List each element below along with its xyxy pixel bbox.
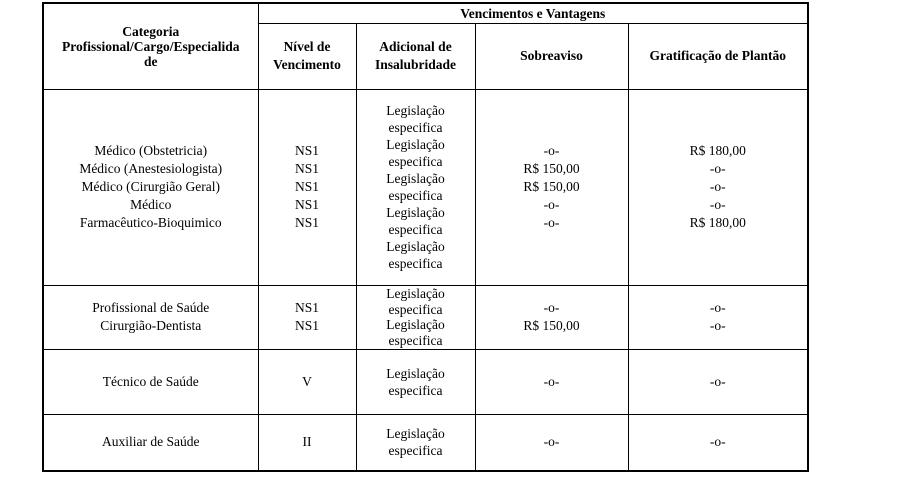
nivel-cell: NS1 NS1 NS1 NS1 NS1	[257, 88, 357, 286]
adicional-item: Legislação especifica	[386, 103, 445, 135]
nivel-item: NS1	[294, 143, 319, 158]
gratificacao-cell: -o-	[627, 413, 809, 472]
gratificacao-item: -o-	[709, 373, 726, 389]
category-item: Farmacêutico-Bioquimico	[79, 215, 222, 230]
category-cell: Auxiliar de Saúde	[42, 413, 259, 472]
gratificacao-cell: R$ 180,00 -o- -o- -o- R$ 180,00	[627, 88, 809, 286]
gratificacao-item: -o-	[709, 161, 726, 176]
adicional-item: Legislação especifica	[386, 426, 445, 459]
sobreaviso-cell: -o- R$ 150,00	[474, 284, 629, 350]
gratificacao-item: R$ 180,00	[689, 143, 746, 158]
adicional-item: Legislação especifica	[386, 239, 445, 271]
sobreaviso-cell: -o- R$ 150,00 R$ 150,00 -o- -o-	[474, 88, 629, 286]
category-cell: Médico (Obstetricia) Médico (Anestesiolog…	[42, 88, 259, 286]
nivel-item: NS1	[294, 179, 319, 194]
sobreaviso-item: -o-	[543, 373, 560, 389]
adicional-cell: Legislação especifica	[355, 348, 476, 415]
nivel-item: NS1	[294, 161, 319, 176]
gratificacao-cell: -o-	[627, 348, 809, 415]
category-item: Profissional de Saúde	[92, 300, 210, 315]
category-cell: Técnico de Saúde	[42, 348, 259, 415]
nivel-cell: V	[257, 348, 357, 415]
header-gratificacao-de-plantao: Gratificação de Plantão	[627, 22, 809, 90]
gratificacao-item: -o-	[709, 434, 726, 450]
adicional-cell: Legislação especifica Legislação especifi…	[355, 284, 476, 350]
category-cell: Profissional de Saúde Cirurgião-Dentista	[42, 284, 259, 350]
category-item: Técnico de Saúde	[102, 373, 199, 389]
category-item: Auxiliar de Saúde	[102, 434, 200, 450]
header-row-sub: Nível de Vencimento Adicional de Insalub…	[43, 22, 809, 90]
gratificacao-item: R$ 180,00	[689, 215, 746, 230]
header-adicional-de-insalubridade: Adicional de Insalubridade	[355, 22, 476, 90]
adicional-item: Legislação especifica	[386, 365, 445, 398]
table-row: Profissional de Saúde Cirurgião-Dentista N…	[42, 284, 809, 350]
vencimentos-vantagens-table: Categoria Profissional/Cargo/Especialida…	[42, 2, 810, 472]
table-row: Auxiliar de Saúde II Legislação especifica…	[42, 413, 809, 472]
header-vencimentos-e-vantagens: Vencimentos e Vantagens	[257, 2, 809, 24]
sobreaviso-item: -o-	[543, 197, 560, 212]
nivel-item: II	[302, 434, 312, 450]
nivel-item: V	[302, 373, 312, 389]
gratificacao-item: -o-	[709, 318, 726, 333]
nivel-cell: NS1 NS1	[257, 284, 357, 350]
sobreaviso-cell: -o-	[474, 348, 629, 415]
sobreaviso-item: -o-	[543, 143, 560, 158]
category-item: Médico (Anestesiologista)	[79, 161, 223, 176]
sobreaviso-item: R$ 150,00	[523, 318, 580, 333]
table-row: Técnico de Saúde V Legislação especifica -o…	[42, 348, 809, 415]
nivel-item: NS1	[294, 215, 319, 230]
sobreaviso-cell: -o-	[474, 413, 629, 472]
table-row: Médico (Obstetricia) Médico (Anestesiolog…	[42, 88, 809, 286]
gratificacao-item: -o-	[709, 179, 726, 194]
sobreaviso-item: -o-	[543, 215, 560, 230]
sobreaviso-item: -o-	[543, 300, 560, 315]
category-item: Cirurgião-Dentista	[100, 318, 202, 333]
adicional-cell: Legislação especifica	[355, 413, 476, 472]
document-page: Categoria Profissional/Cargo/Especialida…	[42, 2, 810, 472]
header-nivel-de-vencimento: Nível de Vencimento	[257, 22, 357, 90]
nivel-item: NS1	[294, 318, 319, 333]
sobreaviso-item: R$ 150,00	[523, 161, 580, 176]
adicional-item: Legislação especifica	[386, 137, 445, 169]
adicional-cell: Legislação especifica Legislação especifi…	[355, 88, 476, 286]
header-sobreaviso: Sobreaviso	[474, 22, 629, 90]
adicional-item: Legislação especifica	[386, 171, 445, 203]
adicional-item: Legislação especifica	[386, 286, 445, 317]
sobreaviso-item: R$ 150,00	[523, 179, 580, 194]
adicional-item: Legislação especifica	[386, 205, 445, 237]
nivel-item: NS1	[294, 197, 319, 212]
header-categoria-profissional: Categoria Profissional/Cargo/Especialida…	[42, 2, 259, 90]
category-item: Médico (Cirurgião Geral)	[81, 179, 220, 194]
category-item: Médico (Obstetricia)	[94, 143, 208, 158]
gratificacao-cell: -o- -o-	[627, 284, 809, 350]
sobreaviso-item: -o-	[543, 434, 560, 450]
header-row-top: Categoria Profissional/Cargo/Especialida…	[42, 2, 809, 90]
nivel-item: NS1	[294, 300, 319, 315]
nivel-cell: II	[257, 413, 357, 472]
adicional-item: Legislação especifica	[386, 317, 445, 348]
category-item: Médico	[130, 197, 172, 212]
gratificacao-item: -o-	[709, 197, 726, 212]
gratificacao-item: -o-	[709, 300, 726, 315]
